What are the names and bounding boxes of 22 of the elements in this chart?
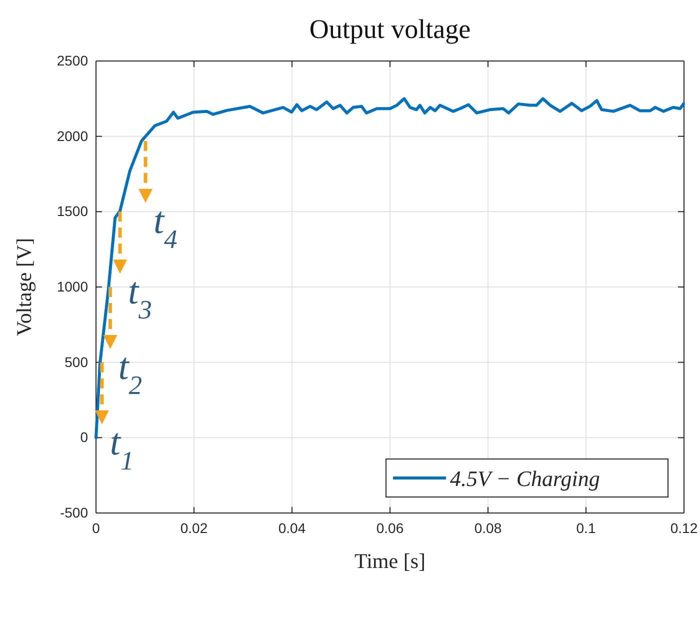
chart-title: Output voltage: [309, 14, 471, 44]
x-tick-label: 0.04: [278, 520, 306, 536]
x-tick-label: 0.1: [576, 520, 596, 536]
y-tick-label: 0: [80, 429, 88, 446]
x-tick-label: 0.02: [180, 520, 208, 536]
y-axis-title: Voltage [V]: [12, 238, 36, 336]
annotation: t$_{2}$: [118, 346, 142, 400]
y-tick-label: 1000: [56, 278, 88, 294]
x-tick-label: 0: [92, 520, 100, 536]
x-tick-label: 0.12: [670, 520, 698, 536]
x-tick-label: 0.06: [376, 520, 404, 536]
annotation: t$_{3}$: [128, 270, 152, 325]
annotation: t$_{1}$: [110, 421, 134, 476]
y-tick-label: 2000: [56, 128, 88, 144]
legend-label: 4.5V − Charging: [450, 466, 600, 491]
y-tick-label: -500: [60, 504, 88, 520]
x-tick-label: 0.08: [474, 520, 502, 536]
x-axis-title: Time [s]: [354, 549, 426, 573]
y-tick-label: 500: [64, 354, 88, 370]
y-tick-label: 1500: [56, 203, 88, 220]
y-tick-label: 2500: [56, 52, 88, 68]
annotation: t$_{4}$: [153, 200, 178, 254]
